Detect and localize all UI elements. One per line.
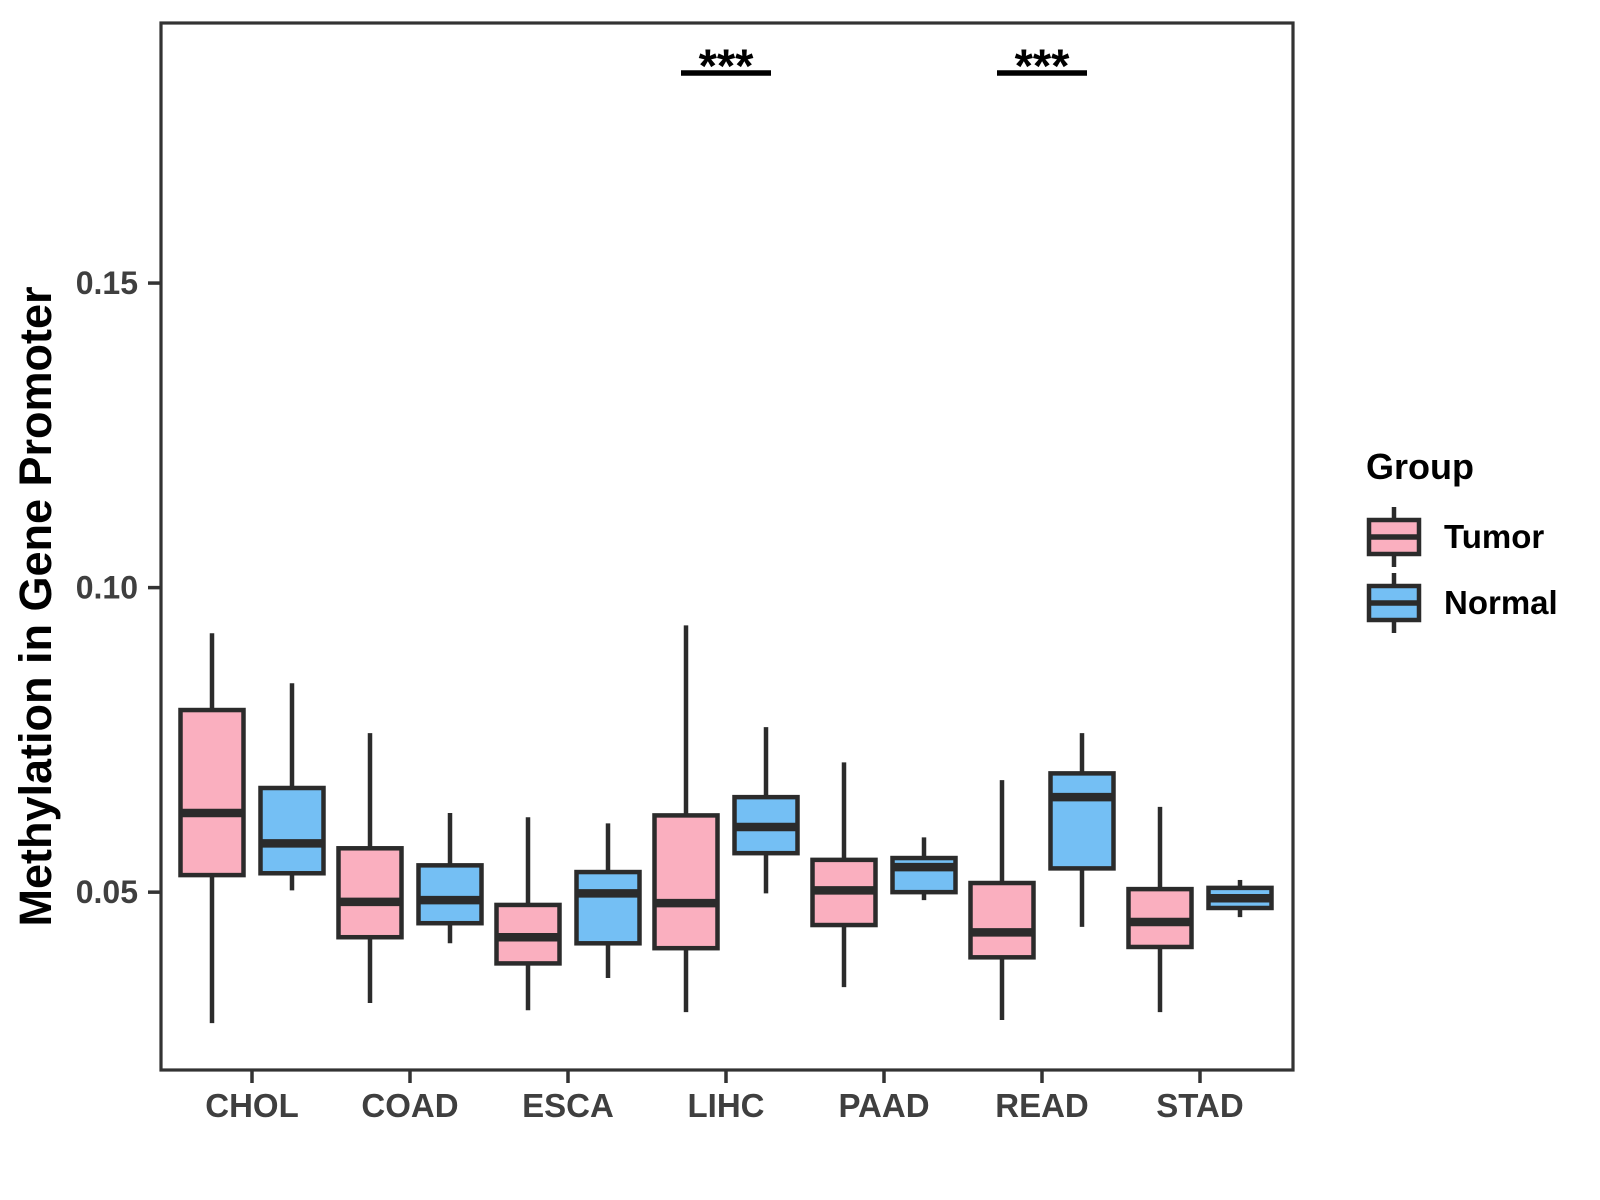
x-category-label-coad: COAD: [361, 1087, 458, 1124]
legend: Group Tumor Normal: [1340, 448, 1558, 636]
y-tick-label: 0.15: [76, 265, 138, 301]
x-category-label-esca: ESCA: [522, 1087, 614, 1124]
legend-key-tumor: Tumor: [1366, 504, 1558, 570]
box-esca-normal: [574, 869, 642, 946]
y-axis-title: Methylation in Gene Promoter: [10, 286, 61, 926]
tumor-boxplot-glyph: [1366, 507, 1422, 567]
x-category-label-paad: PAAD: [838, 1087, 929, 1124]
box-lihc-tumor: [652, 813, 720, 951]
x-category-label-chol: CHOL: [205, 1087, 299, 1124]
box-chol-tumor: [178, 707, 246, 878]
significance-stars-read: ***: [1015, 39, 1071, 92]
plot-panel: [159, 21, 1295, 1072]
box-read-tumor: [968, 880, 1036, 960]
x-category-label-read: READ: [995, 1087, 1089, 1124]
box-chol-normal: [258, 785, 326, 876]
y-tick-label: 0.10: [76, 570, 138, 606]
legend-label-tumor: Tumor: [1444, 518, 1545, 555]
box-coad-normal: [416, 863, 484, 926]
legend-key-normal: Normal: [1366, 570, 1558, 636]
box-read-normal: [1048, 771, 1116, 871]
legend-label-normal: Normal: [1444, 584, 1558, 621]
y-tick-label: 0.05: [76, 874, 138, 910]
x-category-label-stad: STAD: [1156, 1087, 1243, 1124]
x-category-label-lihc: LIHC: [688, 1087, 765, 1124]
significance-stars-lihc: ***: [699, 39, 755, 92]
legend-title: Group: [1366, 446, 1474, 487]
box-coad-tumor: [336, 846, 404, 940]
normal-boxplot-glyph: [1366, 573, 1422, 633]
